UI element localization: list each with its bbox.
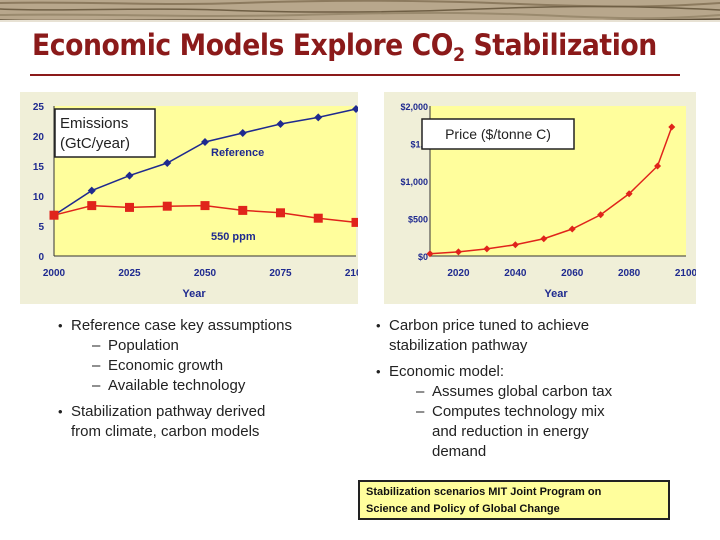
stabilization-data-point <box>276 208 285 218</box>
sub-bullet-population: – Population <box>92 337 179 354</box>
stabilization-data-point <box>313 213 323 223</box>
stabilization-data-point <box>351 217 358 227</box>
bullet-carbon-price-cont: stabilization pathway <box>389 337 528 354</box>
stabilization-data-point <box>162 201 172 211</box>
y-tick-label: 15 <box>33 162 45 173</box>
y-tick-label: $0 <box>418 252 428 262</box>
sub-bullet-economic-growth: – Economic growth <box>92 357 224 374</box>
y-tick-label: $500 <box>408 215 428 225</box>
y-tick-label: $1,000 <box>400 177 428 187</box>
stabilization-data-point <box>49 210 59 220</box>
price-data-point <box>625 190 633 198</box>
y-tick-label: 25 <box>33 102 45 113</box>
price-data-point <box>668 123 676 131</box>
title-underline <box>30 74 680 76</box>
bullet-stabilization-pathway: Stabilization pathway derived <box>56 402 292 422</box>
x-tick-label: 2040 <box>504 268 527 279</box>
reference-data-point <box>163 159 172 167</box>
reference-data-point <box>276 120 285 128</box>
sub-bullet-available-technology: – Available technology <box>92 377 246 394</box>
x-tick-label: 2000 <box>43 268 66 279</box>
price-label-text: Price ($/tonne C) <box>445 126 551 142</box>
price-data-point <box>654 162 662 170</box>
reference-data-point <box>201 138 209 146</box>
reference-data-point <box>238 129 247 137</box>
price-data-point <box>483 245 491 253</box>
sub-bullet-technology-mix-cont-1: and reduction in energy <box>432 423 589 440</box>
x-tick-label: 2080 <box>618 268 641 279</box>
stabilization-data-point <box>87 201 97 211</box>
price-data-point <box>568 225 576 233</box>
x-tick-label: 2100 <box>675 268 696 279</box>
stabilization-data-point <box>125 202 134 212</box>
price-chart: $0 $500 $1,000 $1,5 $2,000 2020 2040 2060 2080 2… <box>384 92 696 304</box>
sub-bullet-technology-mix: – Computes technology mix <box>416 403 605 420</box>
x-axis-title: Year <box>182 288 206 300</box>
reference-data-point <box>87 186 96 195</box>
sub-bullet-technology-mix-cont-2: demand <box>432 443 487 460</box>
right-bullet-list: Carbon price tuned to achieve stabilizat… <box>374 316 612 462</box>
y-tick-label: $2,000 <box>400 102 428 112</box>
left-bullet-list: Reference case key assumptions –Populati… <box>56 316 292 442</box>
bullet-economic-model: Economic model: <box>374 362 612 382</box>
price-data-point <box>597 211 605 219</box>
reference-data-point <box>125 171 134 180</box>
price-label-box <box>421 118 575 150</box>
bullet-carbon-price: Carbon price tuned to achieve <box>374 316 612 336</box>
x-tick-label: 2100 <box>345 268 358 279</box>
x-tick-label: 2020 <box>447 268 470 279</box>
x-tick-label: 2050 <box>194 268 217 279</box>
x-tick-label: 2025 <box>118 268 141 279</box>
y-tick-label: 20 <box>33 132 45 143</box>
stabilization-series-label: 550 ppm <box>211 231 256 243</box>
source-credit-box: Stabilization scenarios MIT Joint Progra… <box>358 480 670 520</box>
stabilization-data-point <box>200 201 210 211</box>
bullet-reference-assumptions: Reference case key assumptions <box>56 316 292 336</box>
price-data-point <box>540 235 548 243</box>
y-tick-label: $1,5 <box>410 140 428 150</box>
y-tick-label: 5 <box>38 222 44 233</box>
stabilization-data-point <box>238 205 248 215</box>
emissions-label-line-2: (GtC/year) <box>60 135 130 152</box>
wood-banner <box>0 0 720 22</box>
reference-series-label: Reference <box>211 147 264 159</box>
x-axis-title: Year <box>544 288 568 300</box>
sub-bullet-global-carbon-tax: – Assumes global carbon tax <box>416 383 613 400</box>
price-data-point <box>454 248 462 256</box>
x-tick-label: 2075 <box>269 268 292 279</box>
reference-data-point <box>352 105 358 113</box>
price-series-line <box>429 126 673 255</box>
credit-line-1: Stabilization scenarios MIT Joint Progra… <box>366 486 602 498</box>
y-tick-label: 0 <box>38 252 44 263</box>
emissions-label-box <box>54 108 156 158</box>
x-tick-label: 2060 <box>561 268 584 279</box>
emissions-label-line-1: Emissions <box>60 115 128 132</box>
reference-data-point <box>314 113 323 122</box>
slide-title: Economic Models Explore CO2 Stabilizatio… <box>32 28 657 66</box>
credit-line-2: Science and Policy of Global Change <box>366 503 560 515</box>
y-tick-label: 10 <box>33 192 45 203</box>
price-data-point <box>426 250 434 258</box>
bullet-stabilization-pathway-cont: from climate, carbon models <box>71 423 260 440</box>
